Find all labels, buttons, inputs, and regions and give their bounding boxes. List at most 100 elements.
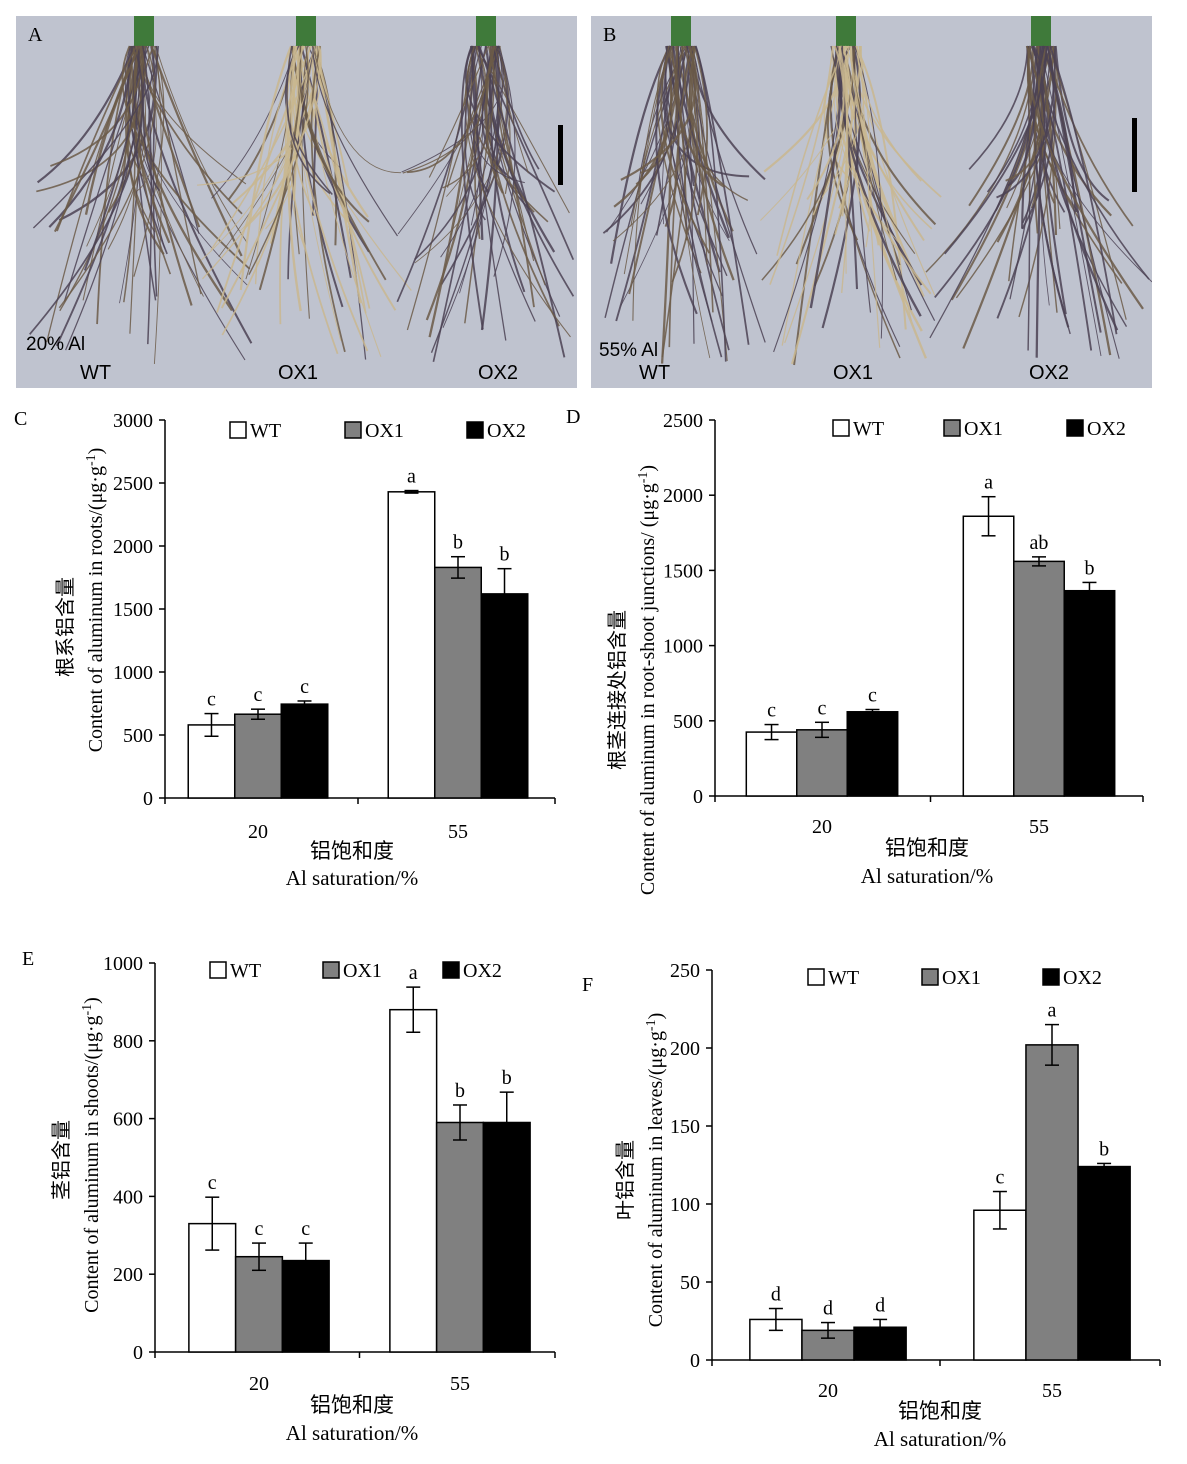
legend-swatch (1066, 419, 1084, 437)
significance-letter: b (455, 1080, 465, 1102)
shoot-stem (836, 16, 856, 46)
y-axis-label-chinese: 茎铝含量 (50, 1120, 73, 1200)
x-axis-label: Al saturation/% (286, 866, 418, 890)
root-system (197, 16, 412, 360)
roots-illustration-a (29, 16, 575, 365)
root-strand (239, 45, 293, 291)
bar (745, 731, 798, 797)
root-strand (1041, 45, 1077, 213)
significance-letter: b (502, 1067, 512, 1089)
significance-letter: b (453, 532, 463, 554)
y-tick-label: 1000 (103, 953, 143, 975)
root-strand (59, 45, 137, 312)
root-strand (460, 45, 484, 330)
root-strand (36, 45, 144, 193)
y-axis-label-superscript: -1 (636, 472, 651, 484)
y-axis-label-close: ) (637, 465, 659, 472)
y-axis-label-superscript: -1 (644, 1019, 659, 1031)
root-strand (943, 45, 1048, 255)
y-tick-label: 500 (673, 711, 703, 733)
legend-label: OX2 (487, 420, 526, 442)
y-tick-label: 200 (670, 1038, 700, 1060)
significance-letter: c (868, 685, 877, 707)
x-tick-label: 55 (1042, 1380, 1062, 1402)
root-strand (446, 45, 487, 197)
root-strand (689, 45, 708, 265)
x-axis-label: Al saturation/% (286, 1421, 418, 1445)
root-photo-55al: B 55% Al WT OX1 OX2 (591, 16, 1152, 388)
significance-letter: c (301, 1218, 310, 1240)
significance-letter: a (1048, 1000, 1057, 1022)
bar (234, 1255, 284, 1353)
root-strand (153, 45, 162, 365)
shoot-stem (134, 16, 154, 46)
root-strand (1027, 45, 1144, 310)
bar (1025, 1044, 1079, 1361)
root-strand (834, 45, 922, 317)
root-strand (675, 45, 725, 188)
root-strand (692, 45, 728, 362)
significance-letter: c (767, 700, 776, 722)
bar (233, 713, 283, 799)
y-tick-label: 50 (680, 1272, 700, 1294)
chart-svg: 0 50 100 150 200 250 20 d d d 55 c a b WT OX1 OX2 Content… (614, 960, 1161, 1451)
bar (480, 593, 529, 799)
legend-swatch (322, 961, 340, 979)
photo-label-ox1: OX1 (833, 362, 874, 384)
legend-swatch (209, 961, 227, 979)
root-strand (143, 45, 247, 185)
root-strand (238, 45, 302, 233)
root-strand (623, 45, 670, 275)
significance-letter: b (1099, 1138, 1109, 1160)
root-strand (1033, 45, 1047, 234)
y-axis-label-close: ) (81, 997, 103, 1004)
root-strand (32, 45, 158, 229)
y-tick-label: 0 (693, 786, 703, 808)
root-strand (406, 45, 475, 331)
significance-letter: b (500, 544, 510, 566)
photo-label-ox2: OX2 (478, 362, 519, 384)
bar (1077, 1165, 1131, 1361)
legend-swatch (466, 421, 484, 439)
y-tick-label: 800 (113, 1031, 143, 1053)
root-strand (407, 45, 496, 174)
chart-svg: 0 500 1000 1500 2000 2500 20 c c c 55 a ab b WT OX1 OX2 C… (606, 410, 1144, 895)
roots-illustration-b (602, 16, 1152, 366)
y-tick-label: 2000 (113, 536, 153, 558)
y-axis-label: Content of aluminum in shoots/(μg·g-1) (80, 997, 104, 1313)
scale-bar (1132, 118, 1137, 192)
root-strand (694, 45, 727, 362)
bar (435, 1121, 485, 1353)
x-axis-label-chinese: 铝饱和度 (310, 839, 394, 863)
shoot-stem (1031, 16, 1051, 46)
scale-bar (558, 125, 563, 185)
significance-letter: d (875, 1294, 885, 1316)
x-axis-label-chinese: 铝饱和度 (885, 836, 969, 860)
legend-label: WT (828, 967, 859, 989)
root-strand (311, 45, 397, 311)
y-axis-label-chinese: 根系铝含量 (54, 577, 77, 677)
bar (1013, 560, 1065, 797)
root-strand (287, 45, 302, 312)
y-tick-label: 2500 (663, 410, 703, 432)
y-tick-label: 2000 (663, 485, 703, 507)
root-strand (934, 45, 1035, 298)
significance-letter: c (255, 1218, 264, 1240)
x-axis-label-chinese: 铝饱和度 (898, 1399, 982, 1423)
legend-swatch (344, 421, 362, 439)
root-strand (845, 45, 850, 274)
root-strand (464, 45, 571, 338)
bar (387, 491, 436, 799)
root-strand (36, 45, 136, 184)
root-strand (121, 45, 251, 270)
root-strand (53, 45, 140, 233)
shoot-stem (296, 16, 316, 46)
chart-root-shoot-junctions: D 0 500 1000 1500 2000 2500 20 c c c 55 a ab b WT OX1 OX… (566, 400, 1187, 940)
significance-letter: a (409, 962, 418, 984)
significance-letter: c (995, 1167, 1004, 1189)
root-strand (612, 45, 696, 242)
root-strand (1037, 45, 1152, 283)
y-tick-label: 1500 (663, 560, 703, 582)
shoot-stem (671, 16, 691, 46)
bar (1063, 589, 1116, 797)
